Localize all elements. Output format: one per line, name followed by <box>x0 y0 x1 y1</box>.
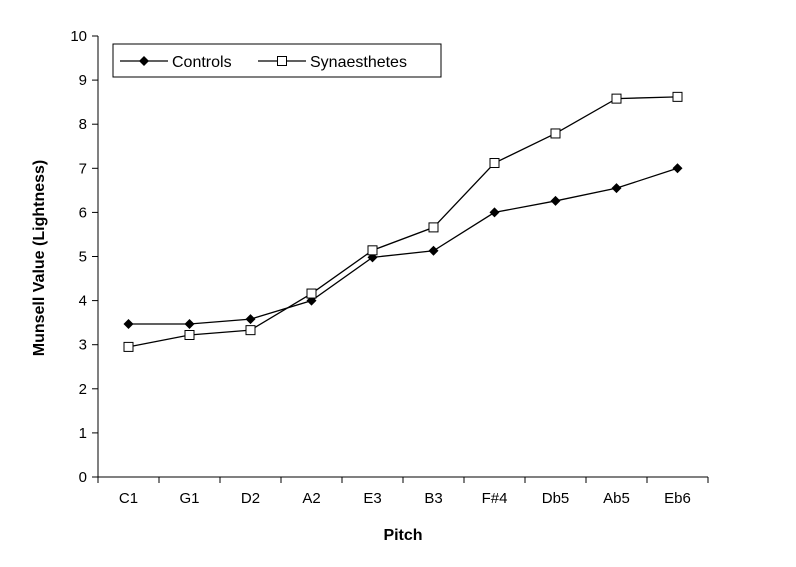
data-point-controls <box>550 195 561 206</box>
series-line-controls <box>128 167 678 325</box>
data-point-controls <box>428 245 439 256</box>
x-tick-label: C1 <box>119 490 138 507</box>
data-point-controls <box>672 163 683 174</box>
data-point-controls <box>611 183 622 194</box>
series-synaesthetes <box>123 91 683 352</box>
legend-label-synaesthetes: Synaesthetes <box>310 54 407 71</box>
data-point-synaesthetes <box>428 222 439 233</box>
data-point-controls <box>184 318 195 329</box>
data-point-synaesthetes <box>489 158 500 169</box>
series-line-synaesthetes <box>128 96 678 348</box>
x-tick-label: Eb6 <box>664 490 691 507</box>
x-axis-title: Pitch <box>383 527 422 544</box>
legend-item-controls: Controls <box>120 54 232 71</box>
data-point-synaesthetes <box>184 329 195 340</box>
x-tick-label: Ab5 <box>603 490 630 507</box>
y-tick-label: 4 <box>79 293 87 310</box>
x-tick-label: B3 <box>424 490 442 507</box>
y-tick-label: 1 <box>79 425 87 442</box>
data-point-controls <box>245 314 256 325</box>
x-tick-label: F#4 <box>482 490 508 507</box>
data-series <box>123 91 683 352</box>
legend-item-synaesthetes: Synaesthetes <box>258 54 407 71</box>
series-controls <box>123 163 683 329</box>
data-point-controls <box>123 318 134 329</box>
y-axis-title: Munsell Value (Lightness) <box>31 160 48 356</box>
x-tick-label: D2 <box>241 490 260 507</box>
open-square-icon <box>277 56 287 66</box>
data-point-synaesthetes <box>611 93 622 104</box>
legend-label-controls: Controls <box>172 54 232 71</box>
y-tick-label: 9 <box>79 72 87 89</box>
data-point-synaesthetes <box>123 341 134 352</box>
y-tick-label: 7 <box>79 160 87 177</box>
data-point-synaesthetes <box>245 325 256 336</box>
data-point-synaesthetes <box>367 245 378 256</box>
y-tick-label: 6 <box>79 204 87 221</box>
x-tick-label: A2 <box>302 490 320 507</box>
data-point-synaesthetes <box>550 128 561 139</box>
tick-marks <box>92 35 709 483</box>
y-tick-label: 2 <box>79 381 87 398</box>
filled-diamond-icon <box>139 56 149 66</box>
y-tick-label: 8 <box>79 116 87 133</box>
y-tick-label: 0 <box>79 469 87 486</box>
data-point-controls <box>489 207 500 218</box>
tick-labels: 0 1 2 3 4 5 6 7 8 9 10 C1 G1 D2 A2 E3 B3 F#4 Db5 Ab5 Eb6 <box>70 28 691 507</box>
y-tick-label: 3 <box>79 337 87 354</box>
legend: Controls Synaesthetes <box>112 43 442 78</box>
x-tick-label: E3 <box>363 490 381 507</box>
x-tick-label: G1 <box>179 490 199 507</box>
data-point-synaesthetes <box>306 288 317 299</box>
x-tick-label: Db5 <box>542 490 570 507</box>
y-tick-label: 10 <box>70 28 87 45</box>
y-tick-label: 5 <box>79 249 87 266</box>
data-point-synaesthetes <box>672 91 683 102</box>
